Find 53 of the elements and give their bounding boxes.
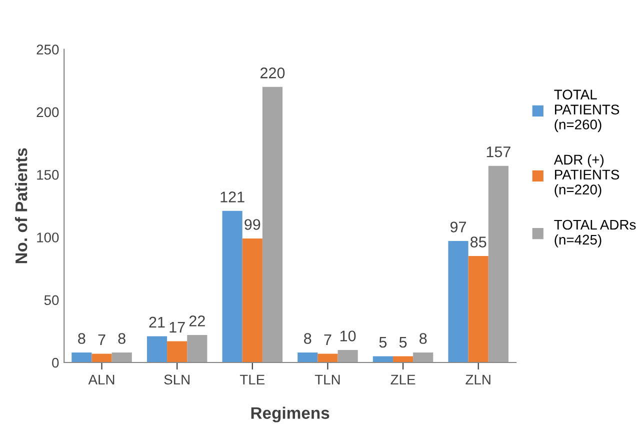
bar xyxy=(222,210,242,363)
bar xyxy=(298,352,318,363)
data-label: 8 xyxy=(420,333,427,344)
x-tick-label: TLN xyxy=(314,374,340,384)
y-tick-label: 200 xyxy=(36,107,59,118)
data-label: 7 xyxy=(324,334,332,346)
data-label: 21 xyxy=(149,316,165,328)
bar xyxy=(413,352,434,363)
bar xyxy=(242,238,262,363)
x-tick-label: ZLE xyxy=(390,374,416,384)
x-tick-label: TLE xyxy=(240,374,265,384)
x-tick-label: ZLN xyxy=(466,374,490,384)
data-label: 157 xyxy=(486,146,510,158)
y-tick-label: 50 xyxy=(44,295,59,306)
y-tick-label: 0 xyxy=(52,358,59,368)
y-tick-label: 150 xyxy=(37,170,59,180)
data-label: 85 xyxy=(470,236,486,248)
bar xyxy=(262,86,283,363)
data-label: 99 xyxy=(244,219,260,230)
x-tick-label: SLN xyxy=(164,374,190,385)
bar xyxy=(448,240,468,363)
x-tick-label: ALN xyxy=(88,374,114,384)
bar xyxy=(92,354,112,363)
bar xyxy=(187,334,208,363)
data-label: 121 xyxy=(220,192,244,202)
bar xyxy=(488,166,508,363)
bar xyxy=(167,341,188,363)
bar xyxy=(146,336,168,363)
bar xyxy=(338,350,358,363)
bar xyxy=(392,356,414,363)
y-axis-title: No. of Patients xyxy=(14,148,28,264)
legend-label: ADR (+) PATIENTS (n=220) xyxy=(554,154,620,198)
legend-label: TOTAL PATIENTS (n=260) xyxy=(554,90,620,132)
data-label: 5 xyxy=(399,337,407,348)
data-label: 7 xyxy=(98,334,106,346)
data-label: 220 xyxy=(260,68,285,78)
data-label: 97 xyxy=(450,222,466,232)
data-label: 8 xyxy=(118,333,126,344)
data-label: 22 xyxy=(189,316,205,326)
bar xyxy=(318,354,338,363)
bar xyxy=(372,356,393,363)
data-label: 8 xyxy=(78,333,86,344)
data-label: 17 xyxy=(170,322,185,332)
data-label: 5 xyxy=(379,337,387,348)
bar xyxy=(72,352,92,363)
data-label: 8 xyxy=(304,333,312,344)
legend-label: TOTAL ADRs (n=425) xyxy=(554,220,636,248)
bar xyxy=(112,352,132,363)
y-tick-label: 250 xyxy=(36,44,59,55)
data-label: 10 xyxy=(340,330,356,342)
x-axis-title: Regimens xyxy=(251,406,330,422)
y-tick-label: 100 xyxy=(37,232,59,242)
bar xyxy=(468,256,488,363)
